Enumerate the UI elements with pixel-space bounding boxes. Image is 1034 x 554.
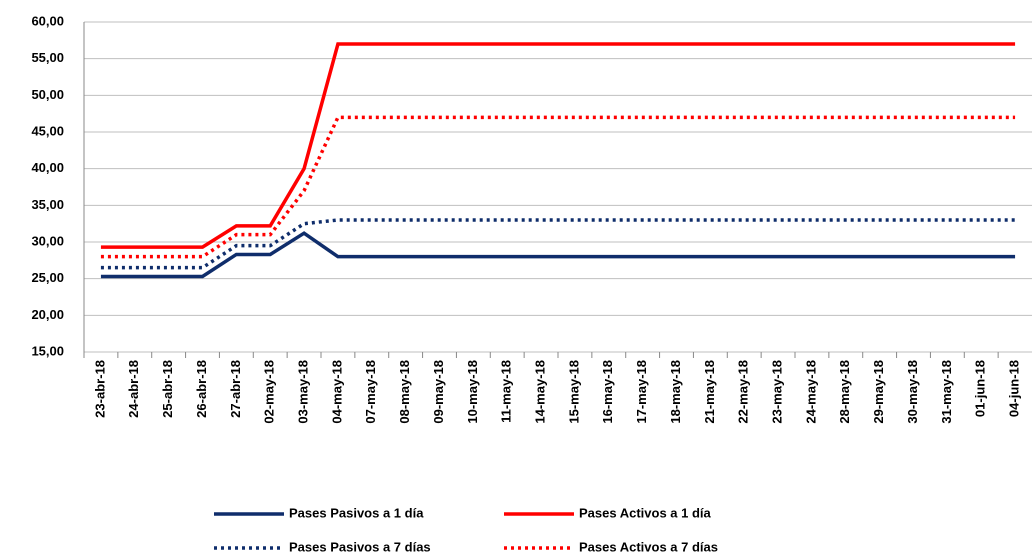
x-tick-label: 04-may-18 [329,360,344,424]
y-tick-label: 25,00 [31,270,64,285]
x-tick-label: 03-may-18 [296,360,311,424]
series-line [100,231,1016,279]
legend-label: Pases Activos a 7 días [579,539,718,554]
series-line [100,218,1016,270]
series-line [100,42,1016,249]
y-tick-label: 30,00 [31,233,64,248]
x-tick-label: 02-may-18 [262,360,277,424]
legend-label: Pases Pasivos a 1 día [289,505,424,520]
x-tick-label: 29-may-18 [871,360,886,424]
x-tick-label: 18-may-18 [668,360,683,424]
x-tick-label: 23-may-18 [770,360,785,424]
y-tick-label: 35,00 [31,197,64,212]
x-tick-label: 27-abr-18 [228,360,243,418]
y-tick-label: 50,00 [31,87,64,102]
y-tick-label: 60,00 [31,13,64,28]
x-tick-label: 31-may-18 [939,360,954,424]
x-tick-label: 30-may-18 [905,360,920,424]
y-tick-label: 15,00 [31,343,64,358]
y-tick-label: 45,00 [31,123,64,138]
series-line [100,115,1016,259]
x-tick-label: 24-may-18 [803,360,818,424]
x-tick-label: 26-abr-18 [194,360,209,418]
y-tick-label: 20,00 [31,307,64,322]
x-tick-label: 24-abr-18 [126,360,141,418]
x-tick-label: 22-may-18 [736,360,751,424]
x-tick-label: 10-may-18 [465,360,480,424]
legend-label: Pases Pasivos a 7 días [289,539,431,554]
x-tick-label: 01-jun-18 [973,360,988,417]
y-tick-label: 40,00 [31,160,64,175]
x-tick-label: 17-may-18 [634,360,649,424]
x-tick-label: 25-abr-18 [160,360,175,418]
x-tick-label: 15-may-18 [566,360,581,424]
x-tick-label: 28-may-18 [837,360,852,424]
x-tick-label: 11-may-18 [499,360,514,423]
legend-label: Pases Activos a 1 día [579,505,712,520]
x-tick-label: 23-abr-18 [92,360,107,418]
x-tick-label: 09-may-18 [431,360,446,424]
x-tick-label: 14-may-18 [533,360,548,424]
x-tick-label: 08-may-18 [397,360,412,424]
x-tick-label: 07-may-18 [363,360,378,424]
x-tick-label: 21-may-18 [702,360,717,424]
y-tick-label: 55,00 [31,50,64,65]
x-tick-label: 04-jun-18 [1007,360,1022,417]
x-tick-label: 16-may-18 [600,360,615,424]
